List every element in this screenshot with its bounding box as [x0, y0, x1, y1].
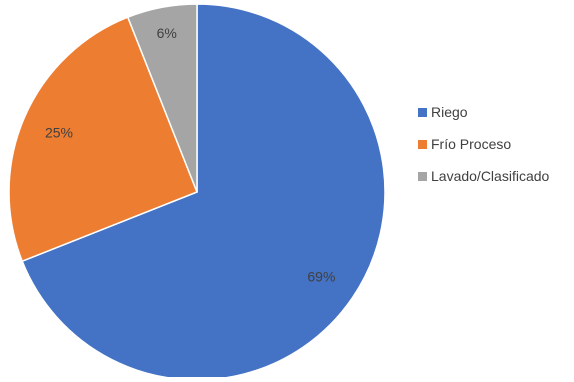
- legend-swatch: [418, 171, 427, 181]
- legend-label: Riego: [431, 104, 468, 120]
- pie-slices: [8, 3, 386, 381]
- legend-swatch: [418, 107, 427, 117]
- legend: Riego Frío Proceso Lavado/Clasificado: [418, 103, 549, 199]
- legend-label: Frío Proceso: [431, 136, 512, 152]
- pie-slice-fr-o-proceso: [8, 16, 198, 263]
- legend-item-lavado-clasificado: Lavado/Clasificado: [418, 167, 549, 185]
- data-label-fr-o-proceso: 25%: [45, 124, 73, 140]
- legend-swatch: [418, 139, 427, 149]
- legend-label: Lavado/Clasificado: [431, 168, 550, 184]
- legend-item-fr-o-proceso: Frío Proceso: [418, 135, 549, 153]
- legend-item-riego: Riego: [418, 103, 549, 121]
- data-labels: 69% 25% 6%: [45, 25, 335, 284]
- data-label-lavado-clasificado: 6%: [157, 25, 177, 41]
- pie-slice-riego: [21, 3, 386, 381]
- pie-slice-lavado-clasificado: [126, 3, 198, 193]
- data-label-riego: 69%: [307, 269, 335, 285]
